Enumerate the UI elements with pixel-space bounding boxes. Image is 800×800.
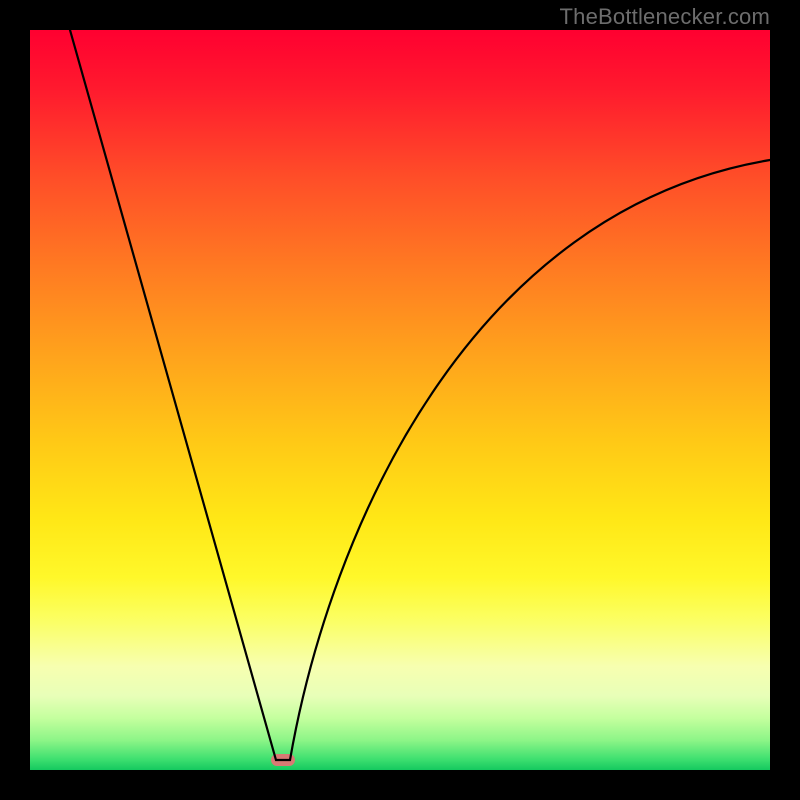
watermark-text: TheBottlenecker.com <box>560 4 770 30</box>
chart-frame: TheBottlenecker.com <box>0 0 800 800</box>
watermark-label: TheBottlenecker.com <box>560 4 770 29</box>
bottleneck-curve <box>30 30 770 770</box>
plot-area <box>30 30 770 770</box>
